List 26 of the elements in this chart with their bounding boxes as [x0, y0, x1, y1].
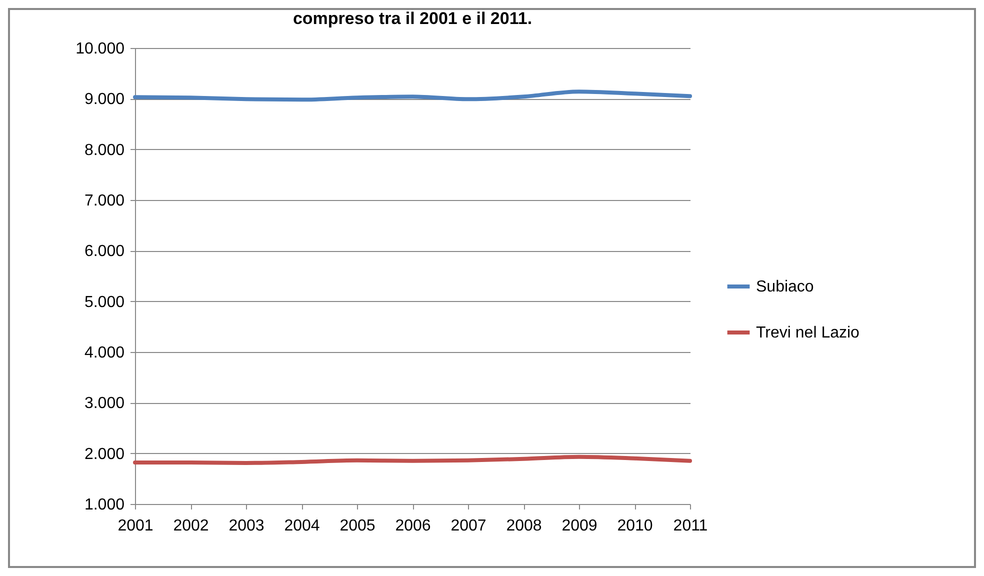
x-tick-label: 2009 — [562, 518, 598, 534]
y-tick-label: 8.000 — [84, 142, 125, 159]
y-tick-label: 4.000 — [84, 344, 125, 362]
line-series — [133, 90, 692, 102]
legend-label: Subiaco — [756, 278, 814, 296]
x-tick-label: 2006 — [395, 518, 431, 534]
x-tick-label: 2007 — [450, 518, 486, 534]
y-tick-label: 10.000 — [76, 40, 125, 58]
y-tick-label: 3.000 — [84, 395, 125, 412]
chart-title: compreso tra il 2001 e il 2011. — [292, 9, 532, 28]
y-tick-label: 6.000 — [84, 243, 125, 260]
x-tick-label: 2003 — [228, 518, 264, 534]
y-tick-label: 9.000 — [84, 91, 125, 108]
x-tick-label: 2002 — [173, 518, 209, 534]
x-tick-label: 2011 — [673, 518, 708, 534]
x-tick-label: 2010 — [617, 518, 653, 534]
x-tick-label: 2005 — [340, 518, 376, 534]
legend-label: Trevi nel Lazio — [756, 324, 860, 342]
line-series — [133, 454, 692, 465]
x-tick-label: 2004 — [284, 518, 320, 534]
x-tick-label: 2001 — [118, 518, 154, 534]
y-tick-label: 5.000 — [84, 294, 125, 311]
y-tick-label: 7.000 — [84, 192, 125, 210]
y-tick-label: 2.000 — [84, 446, 125, 463]
y-tick-label: 1.000 — [84, 496, 125, 514]
x-tick-label: 2008 — [506, 518, 542, 534]
